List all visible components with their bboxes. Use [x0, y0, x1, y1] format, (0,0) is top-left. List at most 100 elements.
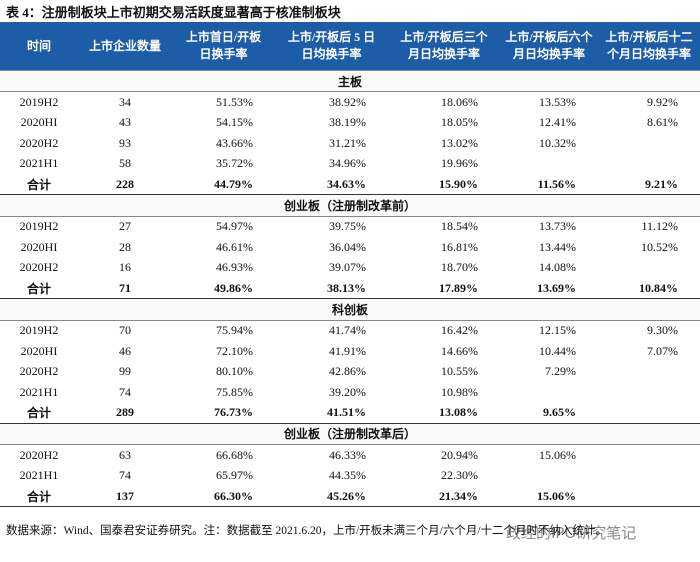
cell	[598, 445, 700, 466]
cell	[598, 465, 700, 485]
cell: 16.81%	[441, 239, 478, 254]
cell: 2020H2	[19, 260, 59, 275]
cell: 2019H2	[19, 323, 59, 338]
cell	[598, 361, 700, 381]
cell: 13.69%	[500, 277, 598, 300]
cell: 2020HI	[20, 343, 58, 358]
cell: 46.61%	[216, 239, 253, 254]
cell: 63	[119, 447, 131, 462]
cell	[598, 402, 700, 424]
cell: 13.08%	[388, 402, 500, 424]
cell: 13.44%	[539, 239, 576, 254]
cell: 10.98%	[441, 384, 478, 399]
table-body: 主板 2019H2 34 51.53% 38.92% 18.06% 13.53% 9.92% 2…	[0, 69, 700, 508]
cell: 41.91%	[329, 343, 366, 358]
header-cell: 上市首日/开板 日换手率	[172, 22, 275, 71]
cell: 38.13%	[275, 277, 388, 300]
cell: 58	[119, 156, 131, 171]
cell: 34.63%	[275, 173, 388, 196]
cell: 2021H1	[19, 156, 59, 171]
data-row: 2021H1 58 35.72% 34.96% 19.96%	[0, 154, 700, 174]
cell: 34.96%	[329, 156, 366, 171]
data-row: 2019H2 27 54.97% 39.75% 18.54% 13.73% 11.12%	[0, 216, 700, 237]
total-row: 合计 137 66.30% 45.26% 21.34% 15.06%	[0, 485, 700, 508]
cell: 21.34%	[388, 485, 500, 508]
cell: 38.92%	[329, 95, 366, 110]
cell: 2020H2	[19, 447, 59, 462]
cell: 7.29%	[545, 364, 576, 379]
header-cell: 上市/开板后十二 个月日均换手率	[598, 22, 700, 71]
cell: 66.30%	[172, 485, 275, 508]
cell: 71	[78, 277, 172, 300]
cell: 10.55%	[441, 364, 478, 379]
cell: 2020H2	[19, 135, 59, 150]
header-cell: 时间	[0, 22, 78, 71]
cell	[500, 465, 598, 485]
cell: 16.42%	[441, 323, 478, 338]
cell	[598, 485, 700, 508]
cell: 75.85%	[216, 384, 253, 399]
cell: 99	[119, 364, 131, 379]
cell: 9.92%	[647, 95, 678, 110]
total-row: 合计 71 49.86% 38.13% 17.89% 13.69% 10.84%	[0, 277, 700, 300]
header-cell: 上市/开板后六个 月日均换手率	[500, 22, 598, 71]
cell: 51.53%	[216, 95, 253, 110]
cell: 49.86%	[172, 277, 275, 300]
cell: 2019H2	[19, 95, 59, 110]
cell: 74	[119, 468, 131, 483]
cell: 15.06%	[500, 485, 598, 508]
cell: 34	[119, 95, 131, 110]
cell: 39.75%	[329, 219, 366, 234]
data-row: 2020H2 99 80.10% 42.86% 10.55% 7.29%	[0, 361, 700, 381]
cell: 18.05%	[441, 115, 478, 130]
total-row: 合计 289 76.73% 41.51% 13.08% 9.65%	[0, 402, 700, 424]
cell: 45.26%	[275, 485, 388, 508]
cell: 8.61%	[647, 115, 678, 130]
cell: 38.19%	[329, 115, 366, 130]
cell: 11.56%	[500, 173, 598, 196]
cell: 10.32%	[539, 135, 576, 150]
cell: 46.33%	[329, 447, 366, 462]
section-title: 科创板	[0, 298, 700, 321]
cell: 13.53%	[539, 95, 576, 110]
section-title: 创业板（注册制改革前）	[0, 194, 700, 217]
source-note: 数据来源：Wind、国泰君安证券研究。注：数据截至 2021.6.20，上市/开…	[6, 525, 608, 537]
data-row: 2020HI 46 72.10% 41.91% 14.66% 10.44% 7.07%	[0, 341, 700, 361]
data-table: 时间 上市企业数量 上市首日/开板 日换手率 上市/开板后 5 日 日均换手率 上市/开…	[0, 22, 700, 508]
cell: 19.96%	[441, 156, 478, 171]
data-row: 2021H1 74 75.85% 39.20% 10.98%	[0, 382, 700, 402]
cell: 合计	[0, 173, 78, 196]
data-row: 2020HI 28 46.61% 36.04% 16.81% 13.44% 10.52%	[0, 237, 700, 257]
cell: 75.94%	[216, 323, 253, 338]
cell: 39.20%	[329, 384, 366, 399]
cell	[598, 382, 700, 402]
cell: 15.90%	[388, 173, 500, 196]
data-row: 2019H2 70 75.94% 41.74% 16.42% 12.15% 9.30%	[0, 320, 700, 341]
cell: 15.06%	[539, 447, 576, 462]
cell: 54.15%	[216, 115, 253, 130]
cell: 2020H2	[19, 364, 59, 379]
cell: 46.93%	[216, 260, 253, 275]
section-row: 科创板	[0, 298, 700, 321]
cell: 74	[119, 384, 131, 399]
cell: 22.30%	[441, 468, 478, 483]
cell: 44.35%	[329, 468, 366, 483]
cell: 42.86%	[329, 364, 366, 379]
cell: 289	[78, 402, 172, 424]
data-row: 2020H2 93 43.66% 31.21% 13.02% 10.32%	[0, 133, 700, 153]
cell: 13.02%	[441, 135, 478, 150]
cell: 11.12%	[641, 219, 678, 234]
cell: 65.97%	[216, 468, 253, 483]
cell: 10.84%	[598, 277, 700, 300]
cell: 14.08%	[539, 260, 576, 275]
cell: 43.66%	[216, 135, 253, 150]
cell: 16	[119, 260, 131, 275]
cell: 66.68%	[216, 447, 253, 462]
cell: 80.10%	[216, 364, 253, 379]
cell: 9.65%	[500, 402, 598, 424]
data-row: 2019H2 34 51.53% 38.92% 18.06% 13.53% 9.92%	[0, 92, 700, 113]
header-row: 时间 上市企业数量 上市首日/开板 日换手率 上市/开板后 5 日 日均换手率 上市/开…	[0, 22, 700, 71]
cell: 10.52%	[641, 239, 678, 254]
cell: 44.79%	[172, 173, 275, 196]
cell: 28	[119, 239, 131, 254]
